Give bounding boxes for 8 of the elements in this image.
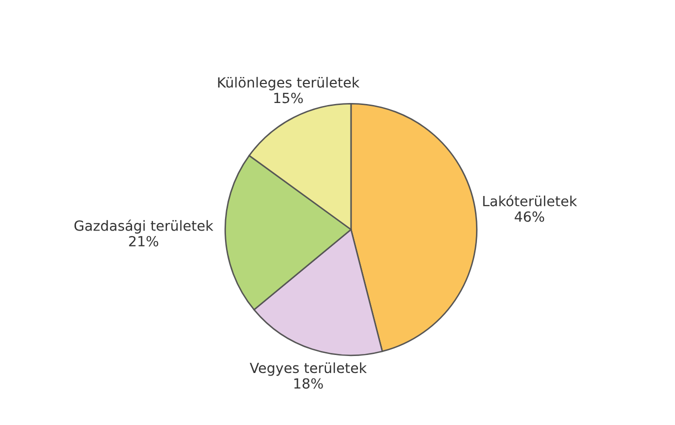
slice-label: Különleges területek (218, 76, 360, 90)
data-label: 46% (514, 211, 544, 222)
data-label: 18% (294, 378, 323, 389)
slice-label: Lakóterületek (483, 195, 578, 206)
slice-label: Vegyes területek (250, 362, 367, 376)
data-label: 21% (129, 236, 158, 246)
slice-label: Gazdasági területek (74, 220, 214, 234)
data-label: 15% (274, 92, 303, 104)
